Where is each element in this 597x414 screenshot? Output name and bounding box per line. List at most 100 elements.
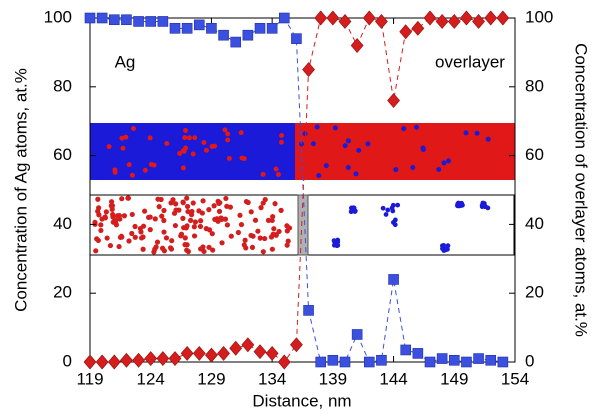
- atom: [164, 141, 170, 147]
- atom: [391, 220, 396, 225]
- marker: [472, 13, 485, 29]
- marker: [350, 38, 364, 53]
- atom: [248, 209, 254, 215]
- marker: [302, 62, 315, 78]
- atom: [141, 208, 148, 214]
- marker: [169, 23, 181, 34]
- atom: [129, 230, 135, 237]
- atom: [183, 128, 189, 134]
- y2-tick-label: 80: [525, 76, 544, 95]
- atom: [284, 242, 290, 248]
- marker: [351, 329, 363, 340]
- atom: [126, 238, 132, 244]
- atom: [104, 235, 110, 241]
- atom: [441, 242, 446, 248]
- atom: [226, 155, 232, 161]
- marker: [95, 354, 109, 370]
- atom: [383, 212, 389, 217]
- marker: [180, 345, 194, 361]
- atom: [171, 210, 178, 216]
- atom: [198, 218, 204, 224]
- marker: [376, 354, 387, 366]
- atom: [285, 238, 291, 244]
- marker: [253, 344, 267, 360]
- atom: [445, 246, 450, 252]
- atom: [316, 173, 322, 179]
- atom: [278, 139, 284, 145]
- atom: [106, 144, 112, 150]
- y-tick-label: 60: [53, 145, 72, 164]
- atom: [192, 219, 199, 225]
- marker: [485, 354, 497, 366]
- marker: [218, 29, 229, 41]
- marker: [278, 12, 290, 24]
- marker: [362, 10, 376, 26]
- marker: [484, 10, 498, 26]
- atom: [485, 205, 491, 211]
- marker: [157, 16, 169, 27]
- marker: [496, 10, 510, 26]
- atom: [269, 246, 275, 252]
- atom: [95, 237, 101, 244]
- atom: [161, 217, 167, 224]
- atom: [180, 200, 186, 206]
- atom: [95, 196, 101, 202]
- atom: [463, 130, 469, 136]
- marker: [326, 10, 340, 26]
- atom: [137, 225, 143, 232]
- marker: [435, 13, 449, 29]
- atom: [209, 231, 215, 237]
- atom: [235, 229, 241, 236]
- y2-tick-label: 60: [525, 145, 544, 164]
- atom: [323, 163, 329, 169]
- atom: [186, 135, 192, 141]
- atom: [181, 225, 187, 231]
- atom: [147, 135, 153, 141]
- atom: [237, 212, 243, 218]
- atom: [365, 141, 371, 147]
- atom: [436, 166, 442, 172]
- atom: [161, 207, 167, 214]
- atom: [188, 212, 195, 218]
- marker: [206, 23, 217, 34]
- atom: [190, 200, 196, 206]
- atom: [445, 158, 451, 164]
- atom: [273, 166, 279, 172]
- marker: [107, 354, 121, 370]
- atom: [455, 203, 460, 209]
- atom: [245, 199, 251, 206]
- atom: [184, 242, 190, 248]
- atom: [196, 208, 202, 214]
- atom: [258, 205, 264, 211]
- atom: [180, 215, 186, 221]
- atom: [224, 222, 231, 228]
- marker: [254, 23, 266, 34]
- annotation: overlayer: [435, 52, 505, 71]
- atom: [161, 248, 167, 254]
- atom: [154, 239, 161, 245]
- atom: [121, 213, 128, 219]
- x-tick-label: 154: [501, 369, 529, 388]
- atom: [401, 126, 407, 132]
- atom: [238, 130, 244, 136]
- atom: [102, 214, 108, 220]
- atom: [222, 216, 229, 222]
- atom: [474, 130, 480, 136]
- atom: [188, 217, 194, 223]
- atom: [132, 223, 138, 230]
- atom: [395, 202, 401, 208]
- atom: [332, 125, 338, 131]
- x-tick-label: 119: [76, 369, 103, 388]
- marker: [338, 13, 352, 29]
- atom: [445, 243, 451, 249]
- atom: [248, 232, 254, 239]
- atom: [173, 201, 179, 207]
- atom: [148, 161, 154, 167]
- atom: [178, 233, 184, 239]
- y-tick-label: 40: [53, 214, 72, 233]
- marker: [265, 345, 279, 361]
- atom: [129, 172, 135, 178]
- atom: [241, 242, 247, 248]
- x-tick-label: 149: [440, 369, 468, 388]
